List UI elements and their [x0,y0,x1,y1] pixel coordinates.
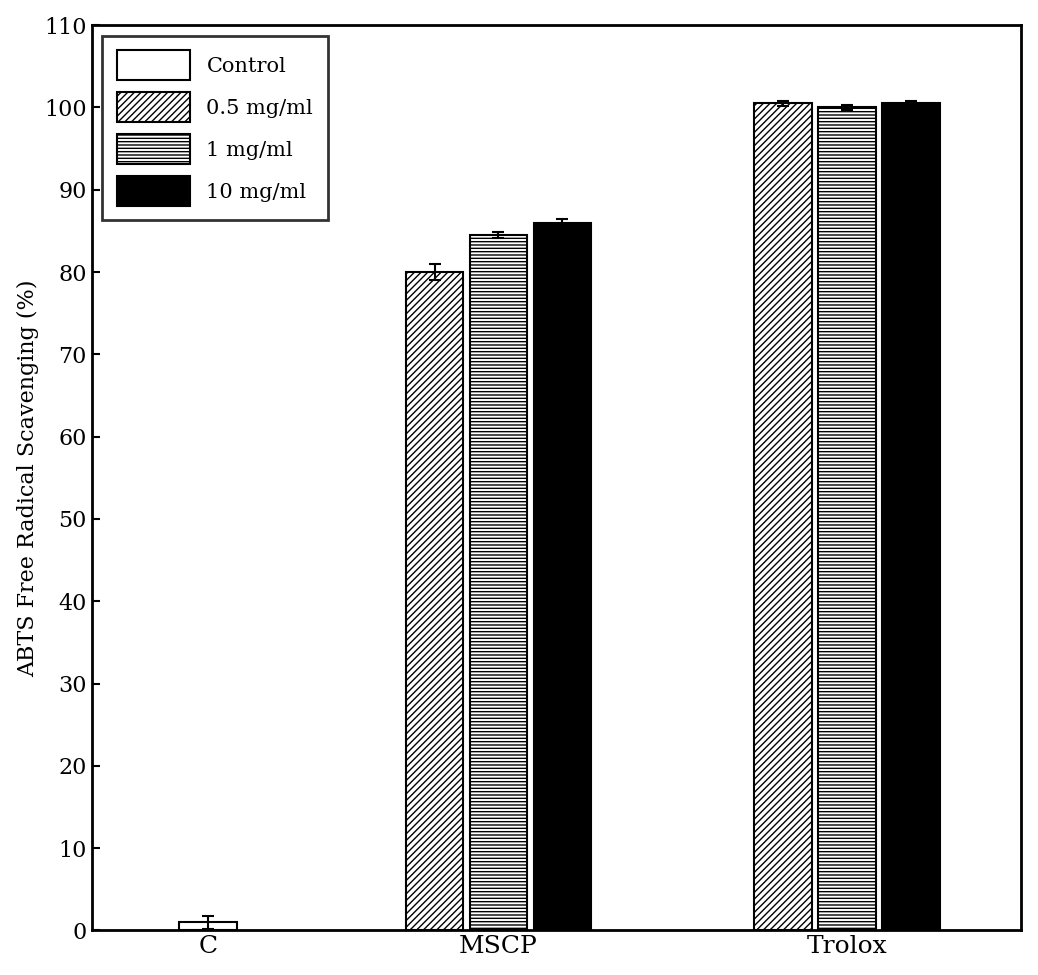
Bar [818,107,876,930]
Bar [534,222,591,930]
Bar [180,922,237,930]
Y-axis label: ABTS Free Radical Scavenging (%): ABTS Free Radical Scavenging (%) [17,279,38,677]
Legend: Control, 0.5 mg/ml, 1 mg/ml, 10 mg/ml: Control, 0.5 mg/ml, 1 mg/ml, 10 mg/ml [102,35,328,220]
Bar [406,272,463,930]
Bar [470,235,527,930]
Bar [882,103,939,930]
Bar [755,103,812,930]
